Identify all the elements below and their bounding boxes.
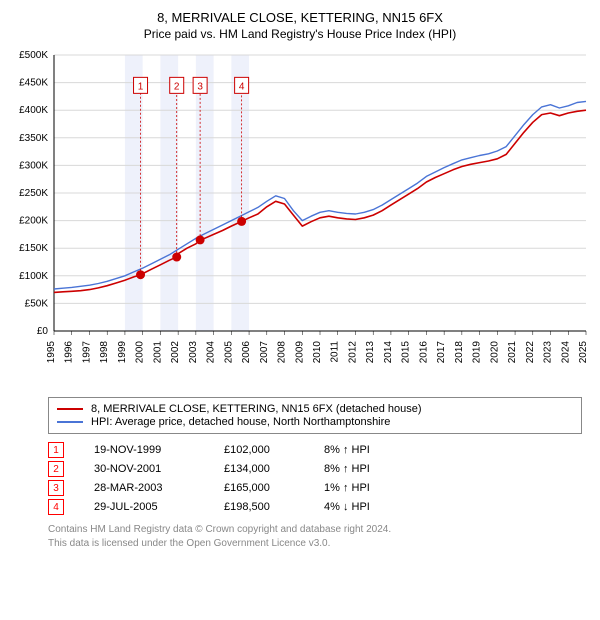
- transaction-diff: 8% ↑ HPI: [324, 463, 444, 475]
- transaction-date: 28-MAR-2003: [94, 482, 224, 494]
- svg-text:1999: 1999: [117, 341, 128, 364]
- svg-text:2000: 2000: [135, 341, 146, 364]
- chart-title: 8, MERRIVALE CLOSE, KETTERING, NN15 6FX: [8, 10, 592, 25]
- svg-text:2015: 2015: [401, 341, 412, 364]
- svg-text:£400K: £400K: [19, 105, 48, 116]
- svg-text:4: 4: [239, 81, 245, 92]
- svg-text:2018: 2018: [454, 341, 465, 364]
- transaction-marker: 2: [48, 461, 64, 477]
- transaction-row: 3 28-MAR-2003£165,0001% ↑ HPI: [48, 480, 582, 496]
- transaction-price: £198,500: [224, 501, 324, 513]
- transaction-marker: 1: [48, 442, 64, 458]
- svg-text:2006: 2006: [241, 341, 252, 364]
- svg-text:£50K: £50K: [25, 298, 49, 309]
- svg-text:2021: 2021: [507, 341, 518, 364]
- svg-text:2024: 2024: [560, 341, 571, 364]
- transaction-marker: 4: [48, 499, 64, 515]
- transaction-diff: 4% ↓ HPI: [324, 501, 444, 513]
- svg-text:£500K: £500K: [19, 50, 48, 61]
- svg-text:£450K: £450K: [19, 78, 48, 89]
- svg-text:1997: 1997: [81, 341, 92, 364]
- svg-text:2016: 2016: [418, 341, 429, 364]
- transaction-row: 1 19-NOV-1999£102,0008% ↑ HPI: [48, 442, 582, 458]
- svg-text:2025: 2025: [578, 341, 589, 364]
- transaction-date: 29-JUL-2005: [94, 501, 224, 513]
- price-chart: £0 £50K £100K £150K £200K £250K £300K £350K £400…: [10, 49, 590, 389]
- svg-text:2007: 2007: [259, 341, 270, 364]
- svg-text:2009: 2009: [294, 341, 305, 364]
- svg-text:2017: 2017: [436, 341, 447, 364]
- svg-text:£350K: £350K: [19, 133, 48, 144]
- svg-text:2012: 2012: [347, 341, 358, 364]
- transaction-price: £102,000: [224, 444, 324, 456]
- svg-text:1998: 1998: [99, 341, 110, 364]
- svg-text:£150K: £150K: [19, 243, 48, 254]
- svg-text:£200K: £200K: [19, 216, 48, 227]
- svg-text:2020: 2020: [489, 341, 500, 364]
- svg-text:2019: 2019: [472, 341, 483, 364]
- legend: 8, MERRIVALE CLOSE, KETTERING, NN15 6FX …: [48, 397, 582, 434]
- svg-text:2001: 2001: [152, 341, 163, 364]
- legend-item: HPI: Average price, detached house, Nort…: [57, 416, 573, 428]
- svg-text:2005: 2005: [223, 341, 234, 364]
- transaction-diff: 8% ↑ HPI: [324, 444, 444, 456]
- legend-swatch: [57, 408, 83, 410]
- svg-text:2022: 2022: [525, 341, 536, 364]
- legend-swatch: [57, 421, 83, 423]
- svg-text:2023: 2023: [543, 341, 554, 364]
- svg-text:£100K: £100K: [19, 271, 48, 282]
- legend-label: 8, MERRIVALE CLOSE, KETTERING, NN15 6FX …: [91, 403, 422, 415]
- legend-item: 8, MERRIVALE CLOSE, KETTERING, NN15 6FX …: [57, 403, 573, 415]
- footnote-line: This data is licensed under the Open Gov…: [48, 537, 582, 551]
- svg-text:2013: 2013: [365, 341, 376, 364]
- svg-text:2011: 2011: [330, 341, 341, 363]
- svg-text:2003: 2003: [188, 341, 199, 364]
- svg-text:3: 3: [197, 81, 203, 92]
- svg-text:2: 2: [174, 81, 180, 92]
- chart-subtitle: Price paid vs. HM Land Registry's House …: [8, 27, 592, 41]
- svg-text:2008: 2008: [277, 341, 288, 364]
- svg-text:2002: 2002: [170, 341, 181, 364]
- svg-text:2010: 2010: [312, 341, 323, 364]
- svg-text:£300K: £300K: [19, 160, 48, 171]
- transaction-diff: 1% ↑ HPI: [324, 482, 444, 494]
- svg-text:1: 1: [138, 81, 144, 92]
- chart-svg: £0 £50K £100K £150K £200K £250K £300K £350K £400…: [10, 49, 590, 389]
- transaction-row: 4 29-JUL-2005£198,5004% ↓ HPI: [48, 499, 582, 515]
- svg-text:1995: 1995: [46, 341, 57, 364]
- svg-text:2004: 2004: [206, 341, 217, 364]
- transaction-date: 19-NOV-1999: [94, 444, 224, 456]
- footnote: Contains HM Land Registry data © Crown c…: [48, 523, 582, 550]
- transaction-price: £165,000: [224, 482, 324, 494]
- legend-label: HPI: Average price, detached house, Nort…: [91, 416, 390, 428]
- transaction-price: £134,000: [224, 463, 324, 475]
- transactions-table: 1 19-NOV-1999£102,0008% ↑ HPI 2 30-NOV-2001…: [48, 442, 582, 515]
- transaction-date: 30-NOV-2001: [94, 463, 224, 475]
- svg-text:1996: 1996: [64, 341, 75, 364]
- svg-text:2014: 2014: [383, 341, 394, 364]
- svg-text:£0: £0: [37, 326, 49, 337]
- footnote-line: Contains HM Land Registry data © Crown c…: [48, 523, 582, 537]
- svg-text:£250K: £250K: [19, 188, 48, 199]
- transaction-marker: 3: [48, 480, 64, 496]
- transaction-row: 2 30-NOV-2001£134,0008% ↑ HPI: [48, 461, 582, 477]
